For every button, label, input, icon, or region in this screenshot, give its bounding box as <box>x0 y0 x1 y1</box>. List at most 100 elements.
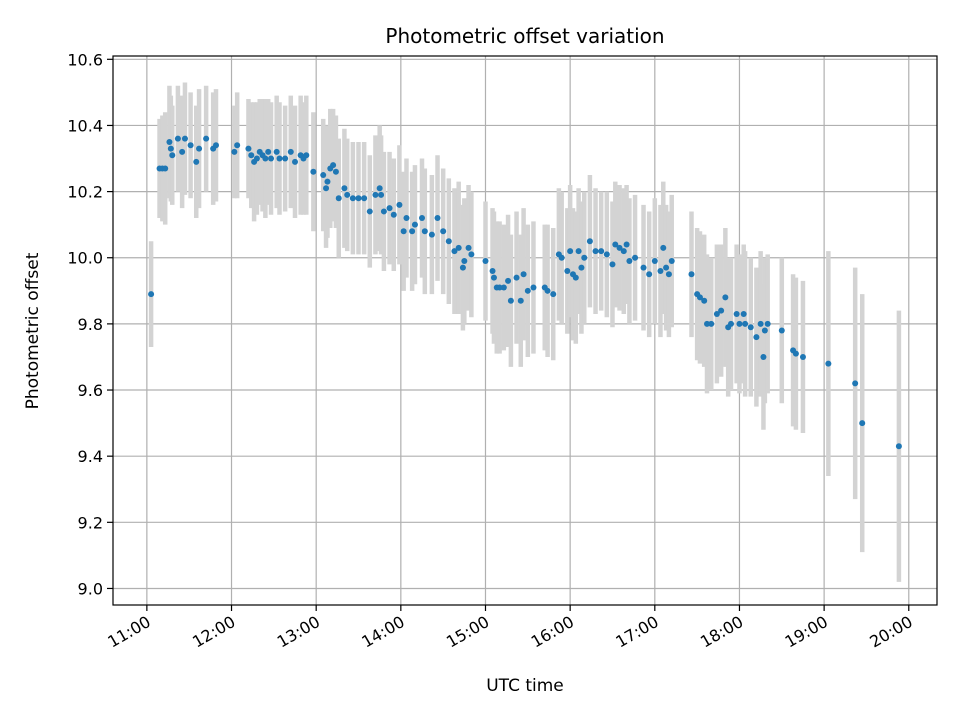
data-point <box>500 284 507 291</box>
data-point <box>799 353 806 360</box>
data-point <box>718 307 725 314</box>
data-point <box>668 258 675 265</box>
data-point <box>361 195 368 202</box>
data-point <box>282 155 289 162</box>
data-point <box>651 258 658 265</box>
data-point <box>248 152 255 159</box>
data-point <box>603 251 610 258</box>
data-point <box>489 267 496 274</box>
data-point <box>253 155 260 162</box>
data-point <box>292 158 299 165</box>
data-point <box>303 152 310 159</box>
data-point <box>490 274 497 281</box>
data-point <box>496 284 503 291</box>
data-point <box>572 274 579 281</box>
data-point <box>166 138 173 145</box>
data-point <box>623 241 630 248</box>
data-point <box>505 277 512 284</box>
data-point <box>575 248 582 255</box>
y-tick-label: 9.6 <box>78 381 103 400</box>
data-point <box>323 185 330 192</box>
x-axis-label: UTC time <box>486 676 564 696</box>
data-point <box>530 284 537 291</box>
data-point <box>187 142 194 149</box>
data-point <box>451 248 458 255</box>
data-point <box>330 162 337 169</box>
data-point <box>520 271 527 278</box>
data-point <box>378 191 385 198</box>
data-point <box>757 320 764 327</box>
data-point <box>213 142 219 149</box>
data-point <box>586 238 593 245</box>
data-point <box>366 208 373 215</box>
data-point <box>701 297 708 304</box>
data-point <box>558 254 565 261</box>
y-tick-label: 10.6 <box>67 50 103 69</box>
y-axis-label: Photometric offset <box>23 252 43 409</box>
data-point <box>376 185 383 192</box>
data-point <box>663 264 670 271</box>
data-point <box>728 320 734 327</box>
data-point <box>760 353 767 360</box>
y-tick-label: 9.4 <box>78 447 103 466</box>
data-point <box>167 145 174 152</box>
data-point <box>434 215 441 222</box>
y-axis: 9.0 9.2 9.4 9.6 9.8 10.0 10.2 10.4 10.6 <box>67 50 113 598</box>
data-point <box>852 380 859 387</box>
data-point <box>203 135 210 142</box>
data-point <box>825 360 832 367</box>
data-point <box>234 142 241 149</box>
y-tick-label: 10.0 <box>67 249 103 268</box>
data-point <box>626 258 633 265</box>
data-point <box>332 168 339 175</box>
data-point <box>344 191 351 198</box>
data-point <box>403 215 410 222</box>
data-point <box>355 195 362 202</box>
y-tick-label: 9.8 <box>78 315 103 334</box>
data-point <box>268 155 275 162</box>
data-point <box>411 221 418 228</box>
data-point <box>660 244 667 251</box>
data-point <box>179 148 186 155</box>
data-point <box>895 443 902 450</box>
data-point <box>320 172 327 179</box>
data-point <box>778 327 785 334</box>
data-point <box>736 320 743 327</box>
data-point <box>349 195 356 202</box>
data-point <box>193 158 200 165</box>
data-point <box>409 228 416 235</box>
data-point <box>646 271 653 278</box>
data-point <box>231 148 238 155</box>
data-point <box>465 244 472 251</box>
data-point <box>513 274 520 281</box>
data-point <box>620 248 627 255</box>
chart-title: Photometric offset variation <box>385 24 664 48</box>
data-point <box>740 310 747 317</box>
data-point <box>396 201 403 208</box>
data-point <box>400 228 407 235</box>
data-point <box>753 334 760 341</box>
data-point <box>609 261 616 268</box>
data-point <box>148 291 155 298</box>
data-point <box>390 211 397 218</box>
data-point <box>688 271 695 278</box>
data-point <box>733 310 740 317</box>
data-point <box>174 135 181 142</box>
data-point <box>598 248 605 255</box>
y-tick-label: 9.0 <box>78 579 103 598</box>
data-point <box>592 248 599 255</box>
data-point <box>665 271 672 278</box>
data-point <box>708 320 715 327</box>
y-tick-label: 10.2 <box>67 183 103 202</box>
data-point <box>468 251 475 258</box>
data-point <box>273 148 280 155</box>
data-point <box>640 264 647 271</box>
data-point <box>482 258 489 265</box>
data-point <box>419 215 425 222</box>
data-point <box>564 267 571 274</box>
data-point <box>616 244 623 251</box>
data-point <box>310 168 317 175</box>
data-point <box>428 231 435 238</box>
data-point <box>372 191 379 198</box>
